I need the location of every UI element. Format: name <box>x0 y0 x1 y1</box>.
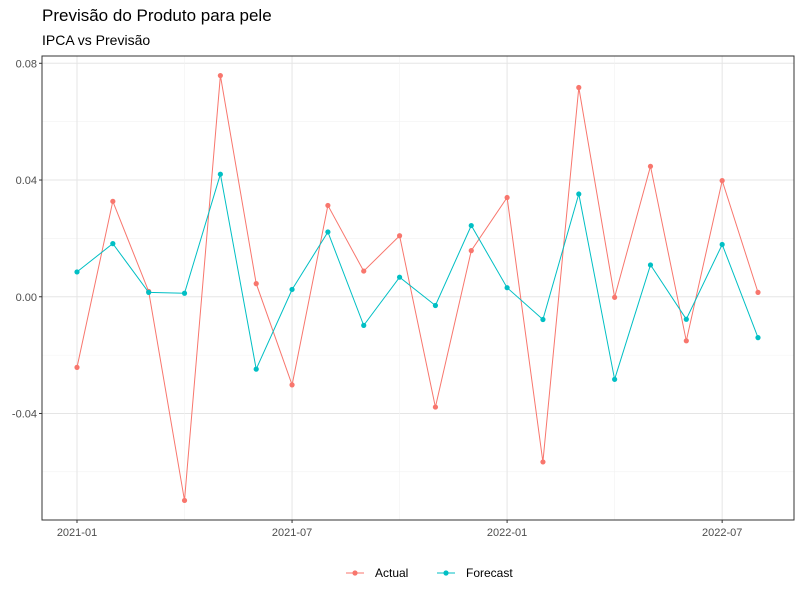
data-point-forecast <box>361 322 367 328</box>
series-line-forecast <box>76 174 759 380</box>
series-line-actual <box>76 75 759 501</box>
data-point-actual <box>253 281 259 287</box>
data-point-actual <box>396 233 403 239</box>
data-point-forecast <box>755 335 761 341</box>
data-point-actual <box>289 382 295 388</box>
y-tick-label: 0.08 <box>16 58 37 70</box>
data-point-actual <box>468 248 474 254</box>
chart-title: Previsão do Produto para pele <box>42 6 272 25</box>
data-point-actual <box>755 289 761 295</box>
data-point-forecast <box>253 366 259 372</box>
x-tick-label: 2022-01 <box>487 527 527 539</box>
y-tick-label: 0.04 <box>16 175 37 187</box>
y-tick-label: 0.00 <box>16 292 37 304</box>
data-point-actual <box>432 404 439 410</box>
data-point-actual <box>576 84 582 91</box>
data-point-forecast <box>181 290 188 296</box>
data-point-actual <box>540 459 546 465</box>
legend-key-point <box>352 570 358 576</box>
x-tick-label: 2022-07 <box>702 527 742 539</box>
data-point-forecast <box>432 302 439 309</box>
data-point-forecast <box>396 274 403 280</box>
data-point-forecast <box>325 229 331 235</box>
data-point-actual <box>719 178 725 184</box>
legend-label: Actual <box>375 566 408 580</box>
data-point-actual <box>612 294 618 300</box>
legend-label: Forecast <box>466 566 513 580</box>
data-point-forecast <box>217 171 223 177</box>
data-point-actual <box>181 497 188 504</box>
data-point-forecast <box>289 286 295 293</box>
data-point-actual <box>361 268 367 274</box>
data-point-actual <box>683 338 689 344</box>
y-tick-label: -0.04 <box>12 408 37 420</box>
x-tick-label: 2021-01 <box>57 527 97 539</box>
legend: Actual Forecast <box>346 566 513 580</box>
data-point-forecast <box>647 262 654 268</box>
series-layer <box>74 72 761 504</box>
data-point-forecast <box>504 285 510 291</box>
data-point-actual <box>74 364 80 370</box>
chart-subtitle: IPCA vs Previsão <box>42 32 151 48</box>
grid-lines <box>42 56 794 520</box>
data-point-actual <box>325 202 331 209</box>
x-tick-label: 2021-07 <box>272 527 312 539</box>
data-point-forecast <box>576 191 582 197</box>
panel-border <box>41 55 795 521</box>
data-point-actual <box>110 198 116 204</box>
data-point-actual <box>217 72 223 79</box>
data-point-forecast <box>74 269 80 275</box>
data-point-actual <box>647 163 654 169</box>
data-point-forecast <box>612 376 618 382</box>
data-point-forecast <box>540 316 546 323</box>
data-point-forecast <box>110 241 116 247</box>
data-point-actual <box>504 194 510 201</box>
axis-labels: -0.04 0.00 0.04 0.08 2021-01 2021-07 2022-01 20… <box>12 58 742 539</box>
data-point-forecast <box>468 222 474 229</box>
legend-key-point <box>443 570 449 576</box>
data-point-forecast <box>683 316 689 322</box>
data-point-forecast <box>146 289 152 295</box>
data-point-forecast <box>719 241 725 248</box>
